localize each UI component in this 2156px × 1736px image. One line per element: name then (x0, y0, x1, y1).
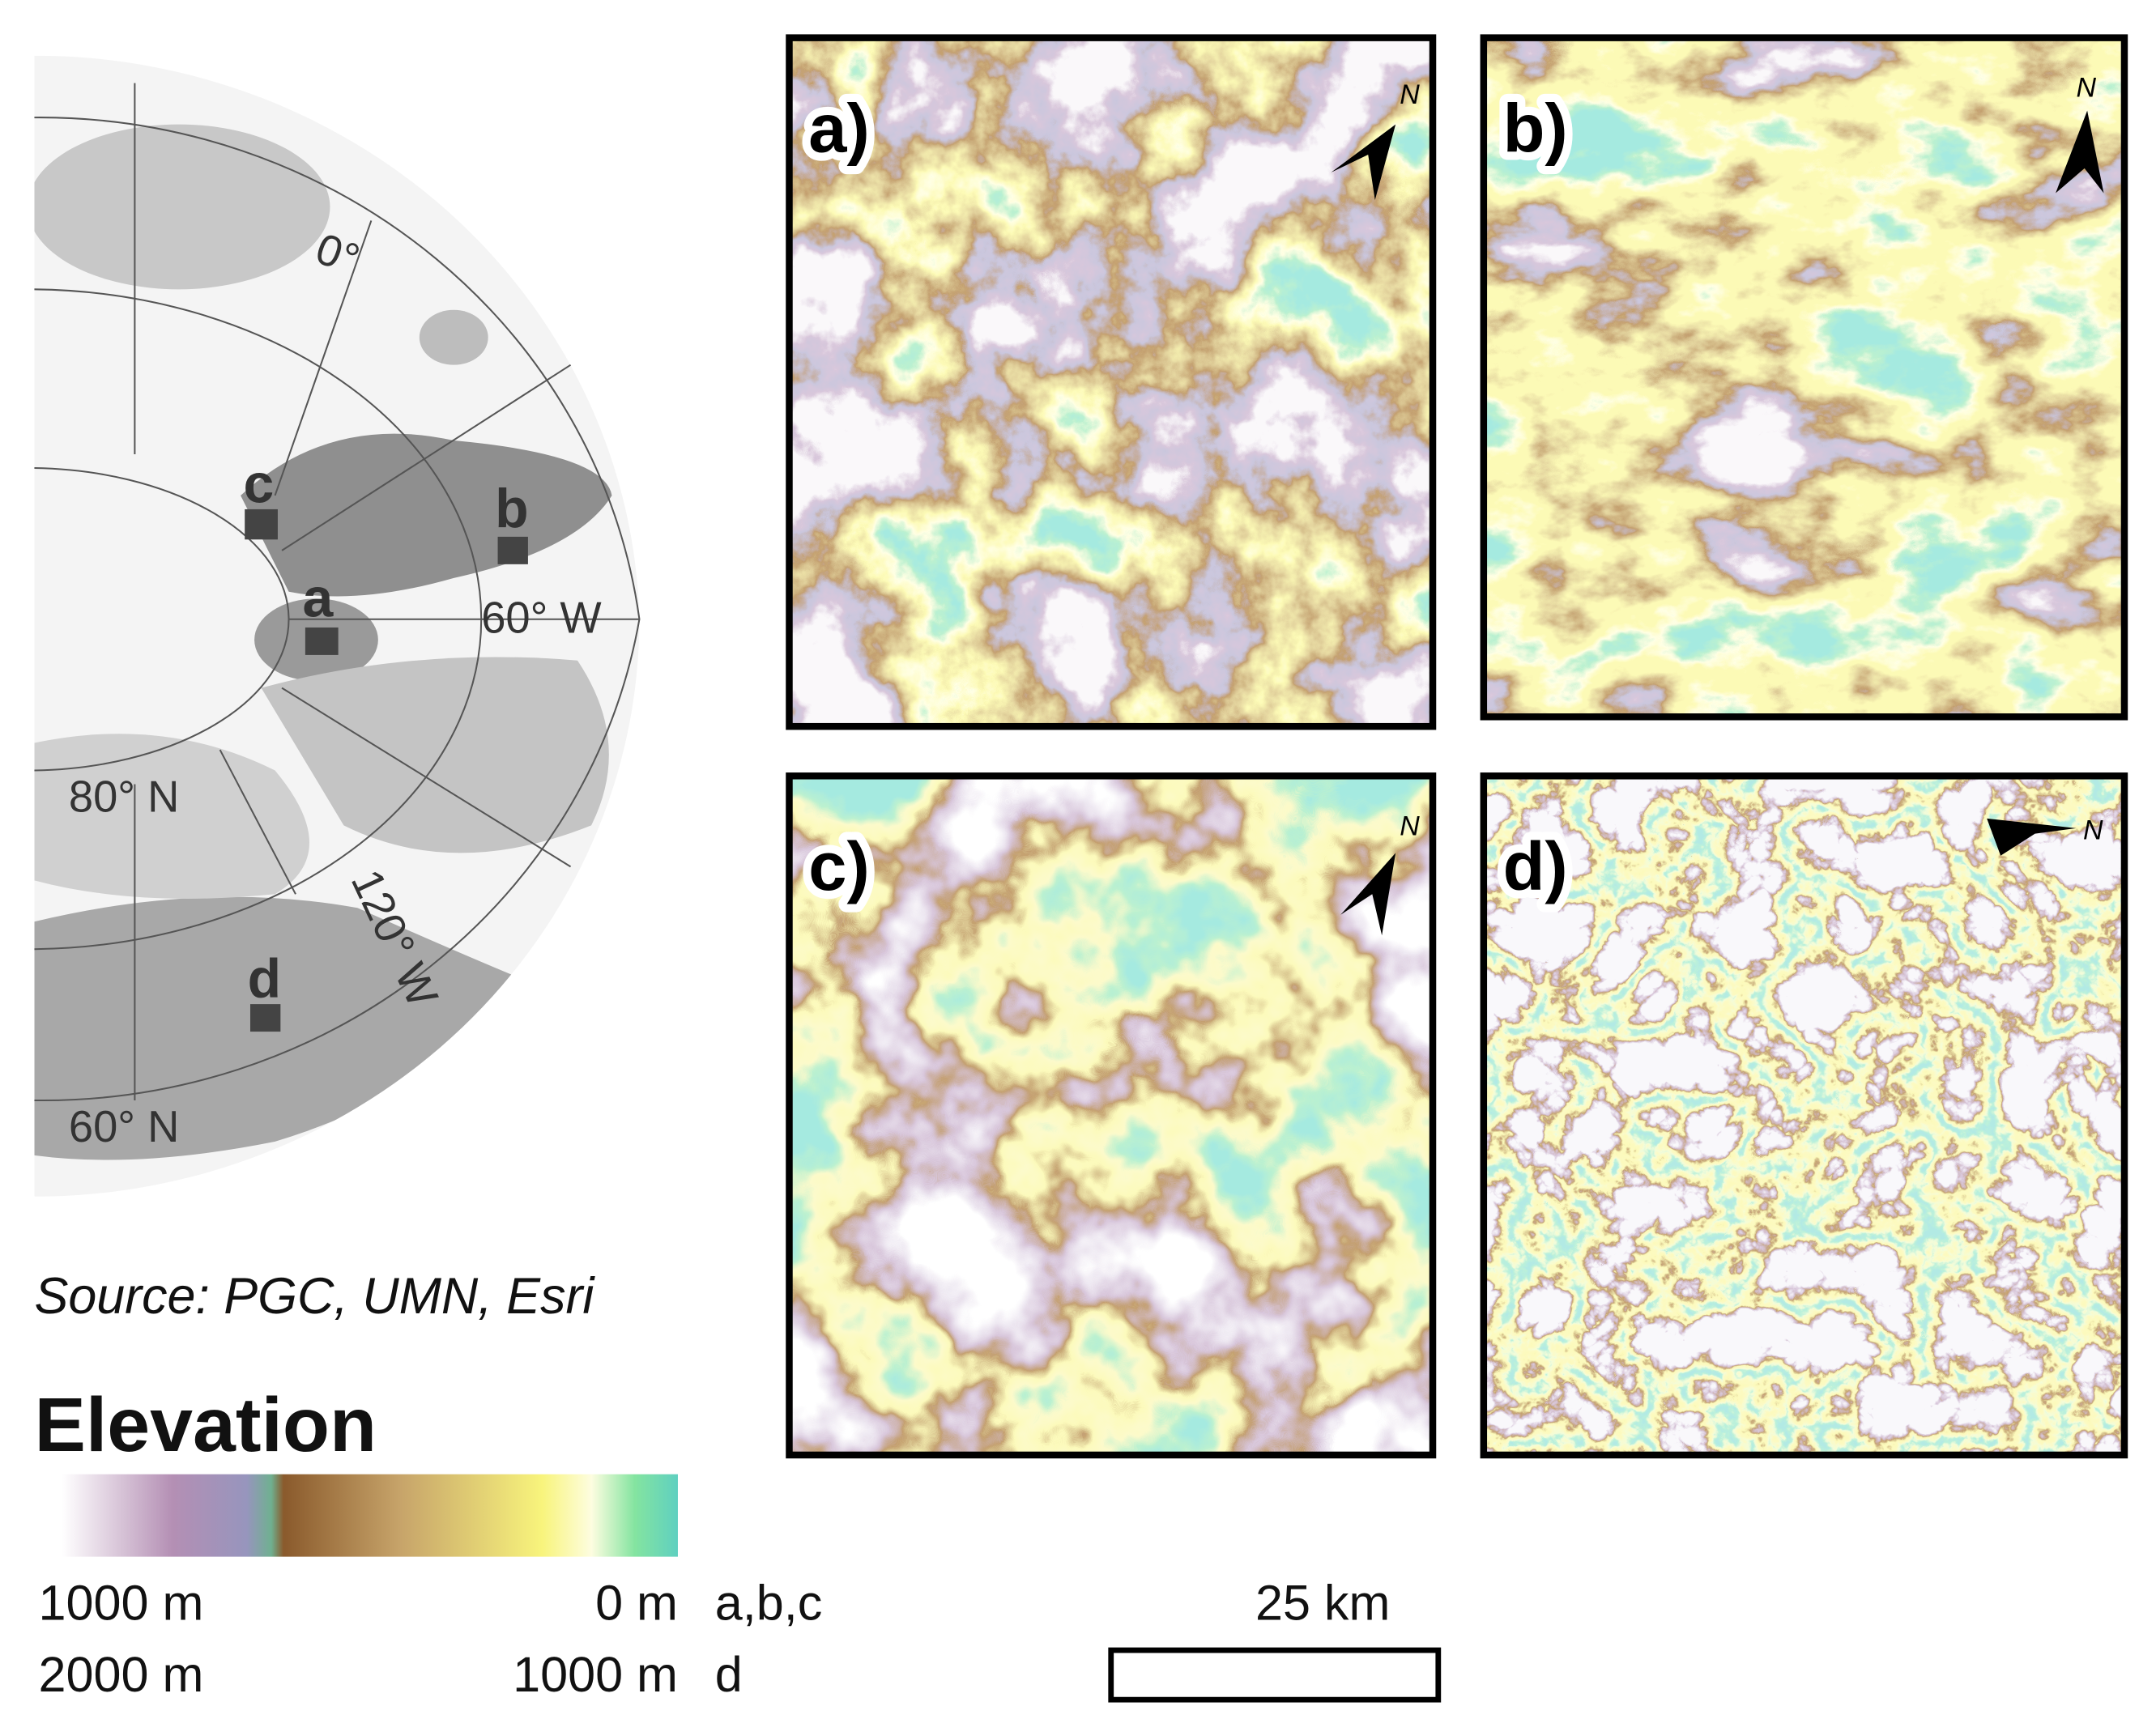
legend-min: 2000 m (39, 1647, 204, 1702)
north-arrow (1340, 853, 1396, 936)
legend-min: 1000 m (39, 1576, 204, 1631)
north-label: N (2083, 815, 2103, 845)
north-arrow (1987, 818, 2077, 856)
legend-title: Elevation (34, 1382, 377, 1468)
graticule (34, 83, 641, 1101)
panel: a) N (786, 34, 1437, 730)
panel: c) N (786, 772, 1437, 1459)
north-arrow (2056, 110, 2104, 194)
legend-panels: d (715, 1647, 743, 1702)
panel-label: a) (808, 90, 869, 167)
site-marker (245, 508, 278, 540)
graticule-label: 60° W (481, 594, 602, 643)
site-marker (497, 536, 528, 564)
graticule-label: 60° N (69, 1102, 179, 1151)
site-label: d (248, 949, 281, 1010)
colorbar (62, 1474, 678, 1557)
north-arrow (1331, 124, 1396, 200)
site-marker (305, 627, 339, 655)
panel-label: d) (1503, 828, 1568, 904)
north-label: N (2077, 73, 2097, 104)
scale-label: 25 km (1255, 1576, 1390, 1631)
source: Source: PGC, UMN, Esri (34, 1268, 595, 1325)
panel-label: b) (1503, 90, 1568, 167)
site-label: c (243, 453, 274, 514)
north-label: N (1400, 79, 1420, 110)
site-marker (249, 1004, 281, 1032)
scale-bar (1108, 1647, 1442, 1703)
site-label: a (302, 568, 334, 628)
panel: b) N (1480, 34, 2128, 721)
north-label: N (1400, 811, 1420, 841)
legend-panels: a,b,c (715, 1576, 822, 1631)
legend-max: 1000 m (513, 1647, 678, 1702)
legend-max: 0 m (595, 1576, 678, 1631)
panel: d) N (1480, 772, 2128, 1459)
graticule-label: 80° N (69, 772, 179, 821)
panel-label: c) (808, 828, 869, 904)
site-label: b (495, 479, 528, 539)
